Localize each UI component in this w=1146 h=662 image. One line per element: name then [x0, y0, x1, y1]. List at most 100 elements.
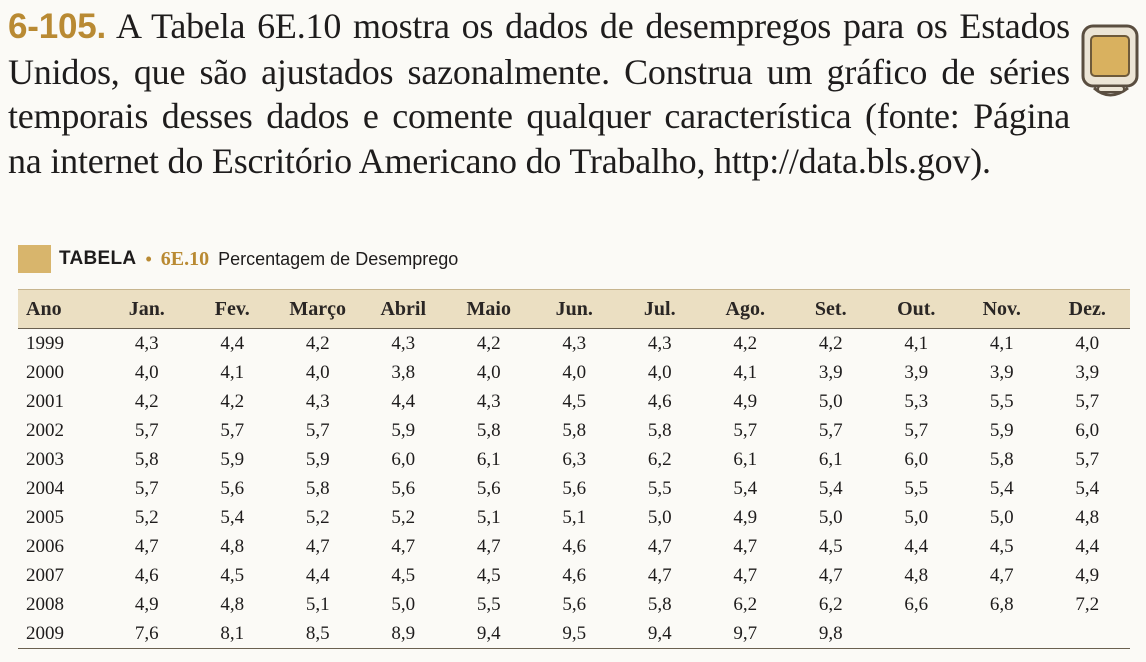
problem-statement: 6-105. A Tabela 6E.10 mostra os dados de … — [8, 4, 1070, 183]
rate-cell: 5,0 — [818, 506, 843, 528]
rate-cell: 4,0 — [647, 361, 672, 383]
rate-cell: 5,9 — [989, 419, 1014, 441]
rate-cell: 4,7 — [647, 535, 672, 557]
rate-cell: 5,8 — [989, 448, 1014, 470]
rate-cell: 5,3 — [904, 390, 929, 412]
rate-cell: 6,2 — [818, 593, 843, 615]
table-row: 2005 5,2 5,4 5,2 5,2 5,1 5,1 5,0 4,9 5,0 5,0 5,0 4,8 — [18, 503, 1130, 532]
rate-cell: 5,9 — [391, 419, 416, 441]
rate-cell: 5,4 — [989, 477, 1014, 499]
rate-cell: 4,7 — [733, 535, 758, 557]
gold-square-marker-icon — [18, 245, 51, 273]
table-row: 2001 4,2 4,2 4,3 4,4 4,3 4,5 4,6 4,9 5,0 5,3 5,5 5,7 — [18, 387, 1130, 416]
rate-cell: 5,1 — [562, 506, 587, 528]
column-header-month: Ago. — [702, 289, 788, 329]
year-cell: 2005 — [26, 506, 64, 528]
rate-cell: 5,4 — [733, 477, 758, 499]
rate-cell: 4,6 — [134, 564, 159, 586]
rate-cell: 5,6 — [476, 477, 501, 499]
rate-cell: 5,7 — [134, 477, 159, 499]
year-cell: 2002 — [26, 419, 64, 441]
rate-cell — [873, 619, 959, 649]
computer-monitor-icon — [1081, 24, 1139, 97]
rate-cell — [959, 619, 1045, 649]
rate-cell: 8,5 — [275, 619, 361, 649]
table-title: TABELA • 6E.10 Percentagem de Desemprego — [18, 244, 458, 274]
column-header-month: Out. — [873, 289, 959, 329]
rate-cell: 4,0 — [562, 361, 587, 383]
rate-cell: 4,5 — [476, 564, 501, 586]
rate-cell: 6,1 — [733, 448, 758, 470]
rate-cell: 5,8 — [134, 448, 159, 470]
rate-cell: 4,6 — [562, 535, 587, 557]
rate-cell: 5,7 — [1075, 448, 1100, 470]
rate-cell: 6,6 — [904, 593, 929, 615]
rate-cell: 4,9 — [134, 593, 159, 615]
table-label: TABELA — [59, 248, 137, 269]
rate-cell: 5,6 — [391, 477, 416, 499]
rate-cell: 4,1 — [733, 361, 758, 383]
rate-cell: 4,5 — [818, 535, 843, 557]
rate-cell: 6,0 — [904, 448, 929, 470]
rate-cell: 6,0 — [1075, 419, 1100, 441]
rate-cell: 5,7 — [220, 419, 245, 441]
rate-cell: 4,9 — [1075, 564, 1100, 586]
rate-cell: 5,7 — [818, 419, 843, 441]
rate-cell — [1044, 619, 1130, 649]
table-row: 2006 4,7 4,8 4,7 4,7 4,7 4,6 4,7 4,7 4,5 4,4 4,5 4,4 — [18, 532, 1130, 561]
rate-cell: 5,7 — [305, 419, 330, 441]
rate-cell: 4,4 — [305, 564, 330, 586]
rate-cell: 5,4 — [1075, 477, 1100, 499]
rate-cell: 5,1 — [305, 593, 330, 615]
column-header-month: Jul. — [617, 289, 703, 329]
table-row: 2000 4,0 4,1 4,0 3,8 4,0 4,0 4,0 4,1 3,9 3,9 3,9 3,9 — [18, 358, 1130, 387]
rate-cell: 9,8 — [788, 619, 874, 649]
rate-cell: 5,2 — [391, 506, 416, 528]
rate-cell: 4,0 — [305, 361, 330, 383]
rate-cell: 5,5 — [647, 477, 672, 499]
rate-cell: 4,1 — [220, 361, 245, 383]
table-row: 1999 4,3 4,4 4,2 4,3 4,2 4,3 4,3 4,2 4,2 4,1 4,1 4,0 — [18, 329, 1130, 359]
table-row: 2009 7,6 8,1 8,5 8,9 9,4 9,5 9,4 9,7 9,8 — [18, 619, 1130, 649]
rate-cell: 9,5 — [531, 619, 617, 649]
rate-cell: 4,4 — [1075, 535, 1100, 557]
table-row: 2008 4,9 4,8 5,1 5,0 5,5 5,6 5,8 6,2 6,2 6,6 6,8 7,2 — [18, 590, 1130, 619]
rate-cell: 5,5 — [989, 390, 1014, 412]
column-header-month: Março — [275, 289, 361, 329]
column-header-year: Ano — [18, 289, 104, 329]
year-cell: 1999 — [26, 332, 64, 354]
rate-cell: 5,9 — [220, 448, 245, 470]
rate-cell: 5,4 — [220, 506, 245, 528]
bullet-separator: • — [145, 248, 152, 269]
rate-cell: 4,5 — [391, 564, 416, 586]
rate-cell: 5,9 — [305, 448, 330, 470]
rate-cell: 5,7 — [733, 419, 758, 441]
rate-cell: 4,0 — [134, 361, 159, 383]
rate-cell: 4,8 — [904, 564, 929, 586]
rate-cell: 4,7 — [305, 535, 330, 557]
rate-cell: 4,7 — [476, 535, 501, 557]
table-caption: Percentagem de Desemprego — [218, 248, 459, 269]
column-header-month: Nov. — [959, 289, 1045, 329]
column-header-month: Maio — [446, 289, 532, 329]
rate-cell: 6,0 — [391, 448, 416, 470]
rate-cell: 4,9 — [733, 506, 758, 528]
rate-cell: 5,7 — [134, 419, 159, 441]
rate-cell: 4,2 — [220, 390, 245, 412]
rate-cell: 5,0 — [818, 390, 843, 412]
rate-cell: 4,7 — [733, 564, 758, 586]
column-header-month: Abril — [360, 289, 446, 329]
table-row: 2007 4,6 4,5 4,4 4,5 4,5 4,6 4,7 4,7 4,7 4,8 4,7 4,9 — [18, 561, 1130, 590]
rate-cell: 4,3 — [391, 332, 416, 354]
rate-cell: 3,9 — [989, 361, 1014, 383]
unemployment-table: Ano Jan. Fev. Março Abril Maio Jun. Jul. Ago. Set… — [18, 289, 1130, 649]
rate-cell: 5,0 — [904, 506, 929, 528]
rate-cell: 4,2 — [134, 390, 159, 412]
rate-cell: 4,8 — [220, 535, 245, 557]
rate-cell: 5,4 — [818, 477, 843, 499]
rate-cell: 4,0 — [1075, 332, 1100, 354]
rate-cell: 4,8 — [1075, 506, 1100, 528]
rate-cell: 5,8 — [562, 419, 587, 441]
rate-cell: 5,0 — [647, 506, 672, 528]
rate-cell: 4,6 — [647, 390, 672, 412]
